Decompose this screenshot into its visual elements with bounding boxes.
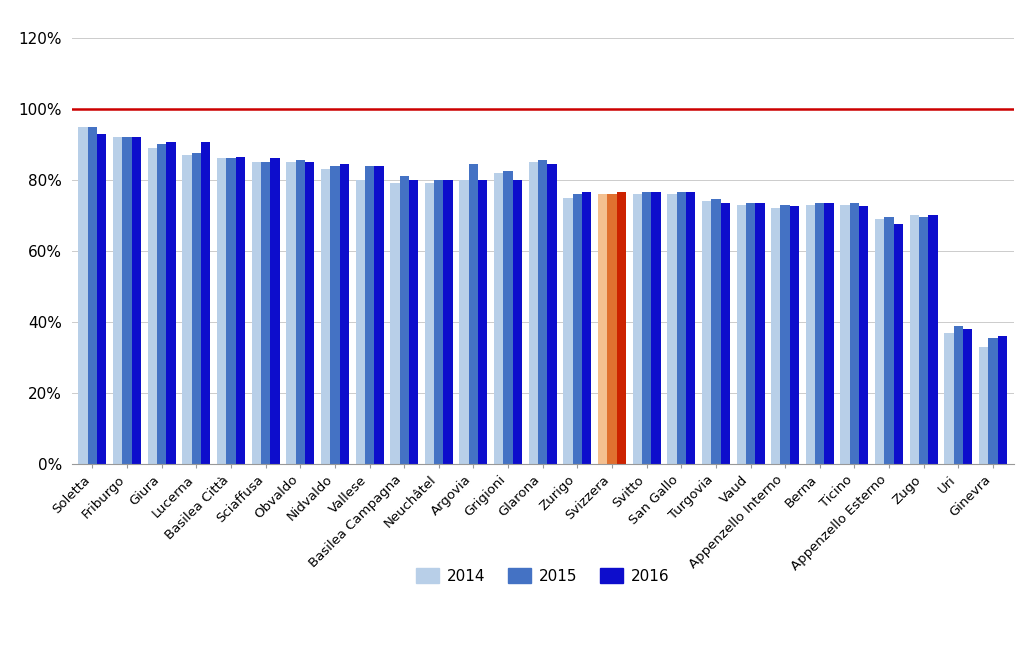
Bar — [425, 184, 434, 464]
Bar — [876, 219, 885, 464]
Bar — [226, 158, 236, 464]
Bar — [582, 192, 592, 464]
Bar — [460, 180, 469, 464]
Bar — [504, 171, 513, 464]
Bar — [390, 184, 399, 464]
Bar — [113, 137, 123, 464]
Bar — [850, 203, 859, 464]
Bar — [677, 192, 686, 464]
Bar — [201, 143, 210, 464]
Bar — [909, 215, 919, 464]
Bar — [538, 160, 548, 464]
Bar — [668, 194, 677, 464]
Bar — [790, 206, 799, 464]
Bar — [478, 180, 487, 464]
Bar — [894, 224, 903, 464]
Bar — [929, 215, 938, 464]
Bar — [97, 134, 106, 464]
Bar — [642, 192, 651, 464]
Bar — [147, 148, 157, 464]
Bar — [167, 143, 176, 464]
Bar — [355, 180, 365, 464]
Bar — [157, 145, 167, 464]
Bar — [686, 192, 695, 464]
Bar — [806, 205, 815, 464]
Bar — [399, 176, 409, 464]
Legend: 2014, 2015, 2016: 2014, 2015, 2016 — [410, 562, 676, 589]
Bar — [513, 180, 522, 464]
Bar — [563, 198, 572, 464]
Bar — [633, 194, 642, 464]
Bar — [824, 203, 834, 464]
Bar — [771, 208, 780, 464]
Bar — [374, 166, 384, 464]
Bar — [859, 206, 868, 464]
Bar — [756, 203, 765, 464]
Bar — [443, 180, 453, 464]
Bar — [841, 205, 850, 464]
Bar — [321, 169, 330, 464]
Bar — [434, 180, 443, 464]
Bar — [469, 164, 478, 464]
Bar — [815, 203, 824, 464]
Bar — [988, 338, 997, 464]
Bar — [745, 203, 756, 464]
Bar — [236, 156, 245, 464]
Bar — [548, 164, 557, 464]
Bar — [217, 158, 226, 464]
Bar — [712, 200, 721, 464]
Bar — [944, 333, 953, 464]
Bar — [191, 153, 201, 464]
Bar — [736, 205, 745, 464]
Bar — [721, 203, 730, 464]
Bar — [305, 162, 314, 464]
Bar — [261, 162, 270, 464]
Bar — [979, 347, 988, 464]
Bar — [123, 137, 132, 464]
Bar — [270, 158, 280, 464]
Bar — [88, 127, 97, 464]
Bar — [651, 192, 660, 464]
Bar — [701, 201, 712, 464]
Bar — [885, 217, 894, 464]
Bar — [607, 194, 616, 464]
Bar — [182, 155, 191, 464]
Bar — [287, 162, 296, 464]
Bar — [780, 205, 790, 464]
Bar — [572, 194, 582, 464]
Bar — [79, 127, 88, 464]
Bar — [953, 326, 963, 464]
Bar — [252, 162, 261, 464]
Bar — [616, 192, 626, 464]
Bar — [997, 336, 1007, 464]
Bar — [598, 194, 607, 464]
Bar — [919, 217, 929, 464]
Bar — [132, 137, 141, 464]
Bar — [528, 162, 538, 464]
Bar — [330, 166, 340, 464]
Bar — [409, 180, 418, 464]
Bar — [365, 166, 374, 464]
Bar — [340, 164, 349, 464]
Bar — [963, 329, 973, 464]
Bar — [296, 160, 305, 464]
Bar — [494, 172, 504, 464]
